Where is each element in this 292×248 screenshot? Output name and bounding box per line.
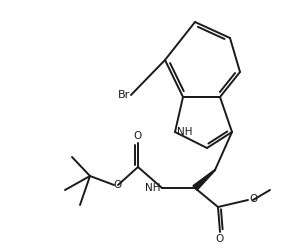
Text: NH: NH (145, 183, 161, 193)
Text: O: O (114, 180, 122, 190)
Text: NH: NH (177, 127, 192, 137)
Text: Br: Br (118, 90, 130, 100)
Text: O: O (134, 131, 142, 141)
Text: O: O (216, 234, 224, 244)
Text: O: O (249, 194, 257, 204)
Polygon shape (193, 170, 215, 190)
